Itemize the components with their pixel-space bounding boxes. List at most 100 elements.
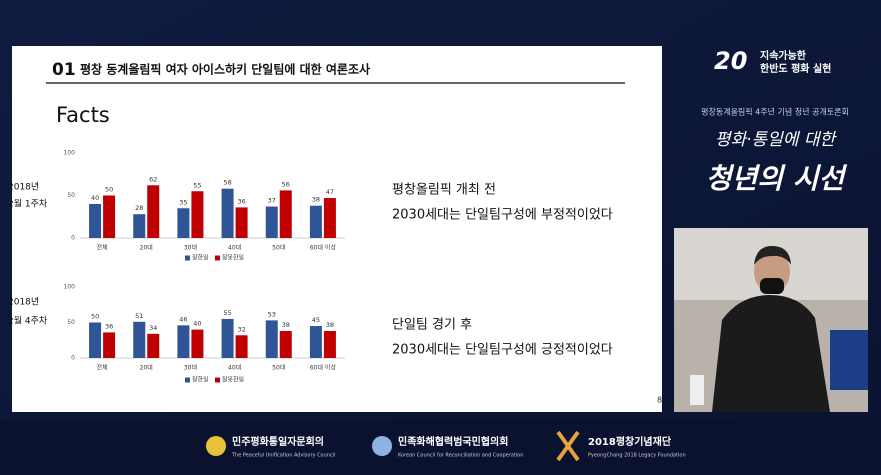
- x-tick-label: 60대 이상: [310, 364, 337, 372]
- bar: [191, 191, 204, 238]
- data-label: 45: [312, 316, 320, 324]
- data-label: 36: [105, 322, 113, 330]
- bar: [133, 321, 146, 358]
- bar: [89, 322, 102, 358]
- y-tick-label: 0: [71, 235, 75, 242]
- bar: [147, 185, 160, 238]
- legend-label: 잘못한일: [222, 254, 244, 262]
- data-label: 38: [312, 196, 320, 204]
- x-tick-label: 30대: [184, 364, 197, 372]
- data-label: 53: [268, 310, 276, 318]
- x-tick-label: 전체: [97, 364, 108, 372]
- y-tick-label: 100: [64, 150, 76, 157]
- footer-name: 민족화해협력범국민협의회: [398, 435, 508, 448]
- bar: [279, 190, 292, 238]
- data-label: 37: [268, 197, 276, 205]
- x-tick-label: 50대: [272, 244, 285, 252]
- data-label: 35: [179, 198, 187, 206]
- legend-swatch: [185, 377, 190, 383]
- data-label: 62: [149, 175, 157, 183]
- x-tick-label: 20대: [140, 364, 153, 372]
- period-label: 2월 4주차: [8, 315, 48, 327]
- bar: [323, 198, 336, 238]
- footer-english: The Peaceful Unification Advisory Counci…: [231, 453, 335, 459]
- note: 단일팀 경기 후: [392, 318, 472, 333]
- legend-label: 잘한일: [192, 376, 209, 384]
- legend-swatch: [215, 377, 220, 383]
- logo-text: 지속가능한: [760, 49, 807, 62]
- note: 2030세대는 단일팀구성에 긍정적이었다: [392, 343, 613, 358]
- bar: [221, 188, 234, 238]
- bar: [235, 335, 248, 358]
- note: 2030세대는 단일팀구성에 부정적이었다: [392, 208, 613, 223]
- legend-label: 잘못한일: [222, 376, 244, 384]
- data-label: 38: [282, 321, 290, 329]
- bar: [265, 206, 278, 238]
- data-label: 51: [135, 312, 143, 320]
- bar: [133, 214, 146, 238]
- footer-name: 2018평창기념재단: [588, 435, 672, 448]
- data-label: 32: [237, 325, 245, 333]
- data-label: 55: [193, 181, 201, 189]
- data-label: 46: [179, 315, 187, 323]
- x-tick-label: 40대: [228, 244, 241, 252]
- bar: [279, 331, 292, 358]
- bar: [309, 326, 322, 358]
- data-label: 55: [223, 309, 231, 317]
- slide-title: 평창 동계올림픽 여자 아이스하키 단일팀에 대한 여론조사: [80, 62, 370, 77]
- y-tick-label: 50: [67, 319, 75, 326]
- x-tick-label: 40대: [228, 364, 241, 372]
- period-label: 2월 1주차: [8, 198, 48, 210]
- legend-label: 잘한일: [192, 254, 209, 262]
- logo-text: 한반도 평화 실현: [760, 62, 831, 75]
- legend-swatch: [185, 255, 190, 261]
- period-label: 2018년: [8, 297, 39, 308]
- bar: [265, 320, 278, 358]
- bar: [177, 325, 190, 358]
- slogan: 청년의 시선: [706, 162, 848, 195]
- page-number: 8: [657, 396, 662, 405]
- data-label: 38: [326, 321, 334, 329]
- data-label: 58: [223, 179, 231, 187]
- x-tick-label: 50대: [272, 364, 285, 372]
- bar: [89, 204, 102, 238]
- bar: [323, 331, 336, 358]
- data-label: 36: [237, 197, 245, 205]
- footer-name: 민주평화통일자문회의: [232, 435, 324, 448]
- x-tick-label: 60대 이상: [310, 244, 337, 252]
- data-label: 47: [326, 188, 334, 196]
- data-label: 28: [135, 204, 143, 212]
- bar: [103, 195, 116, 238]
- x-tick-label: 20대: [140, 244, 153, 252]
- bar: [191, 329, 204, 358]
- slide: [12, 46, 662, 412]
- bar: [103, 332, 116, 358]
- logo-number: 20: [714, 47, 747, 75]
- y-tick-label: 0: [71, 355, 75, 362]
- bar: [177, 208, 190, 238]
- x-tick-label: 전체: [97, 244, 108, 252]
- bar: [309, 205, 322, 238]
- bar: [147, 333, 160, 358]
- period-label: 2018년: [8, 182, 39, 193]
- data-label: 40: [91, 194, 99, 202]
- data-label: 56: [282, 180, 290, 188]
- bar: [221, 318, 234, 358]
- legend-swatch: [215, 255, 220, 261]
- heading: Facts: [56, 103, 110, 127]
- data-label: 40: [193, 320, 201, 328]
- footer-english: PyeongChang 2018 Legacy Foundation: [588, 453, 686, 459]
- slogan: 평화·통일에 대한: [715, 130, 838, 150]
- data-label: 50: [91, 313, 99, 321]
- speaker-video: [674, 228, 868, 412]
- footer-english: Korean Council for Reconciliation and Co…: [398, 453, 523, 459]
- y-tick-label: 100: [64, 284, 76, 291]
- footer-band: [0, 420, 881, 475]
- x-tick-label: 30대: [184, 244, 197, 252]
- event-title: 평창동계올림픽 4주년 기념 청년 공개토론회: [701, 107, 849, 117]
- note: 평창올림픽 개최 전: [392, 183, 496, 198]
- slide-number: 01: [52, 60, 76, 80]
- data-label: 50: [105, 186, 113, 194]
- y-tick-label: 50: [67, 192, 75, 199]
